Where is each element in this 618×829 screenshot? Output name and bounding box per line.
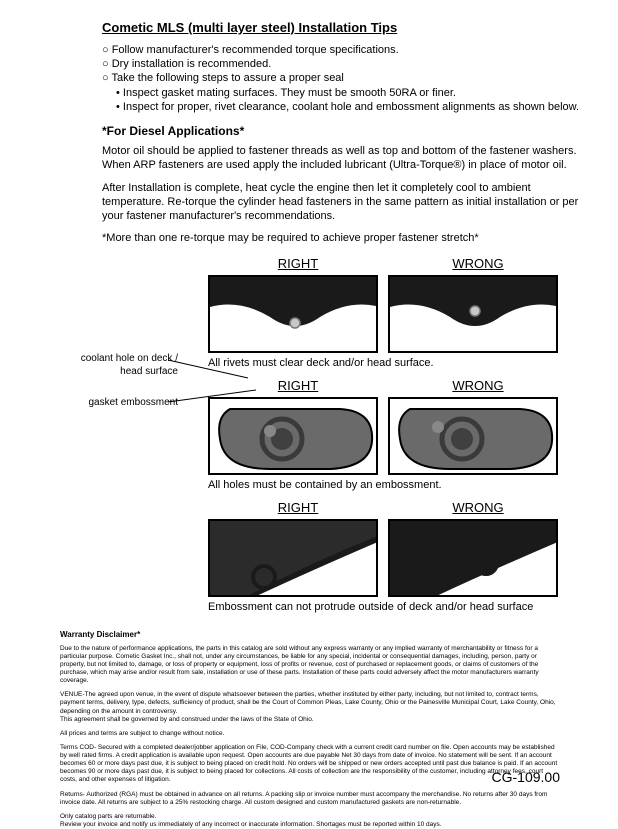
bullet-text: Follow manufacturer's recommended torque… bbox=[112, 44, 399, 56]
diagram-emboss-right bbox=[208, 519, 378, 597]
figure-row-1: RIGHT WRONG bbox=[208, 256, 568, 353]
fine-print-4: Terms COD- Secured with a completed deal… bbox=[60, 744, 558, 785]
page-title: Cometic MLS (multi layer steel) Installa… bbox=[102, 20, 588, 37]
caption-2: All holes must be contained by an emboss… bbox=[208, 478, 588, 492]
bullet-text: Inspect gasket mating surfaces. They mus… bbox=[123, 87, 456, 99]
bullet-item: ○ Follow manufacturer's recommended torq… bbox=[102, 43, 588, 57]
bullet-item: ○ Dry installation is recommended. bbox=[102, 57, 588, 71]
label-right: RIGHT bbox=[208, 256, 388, 273]
caption-3: Embossment can not protrude outside of d… bbox=[208, 600, 548, 614]
fine-print-5: Returns- Authorized (RGA) must be obtain… bbox=[60, 791, 558, 807]
bullet-subitem: • Inspect for proper, rivet clearance, c… bbox=[102, 100, 588, 114]
label-wrong: WRONG bbox=[388, 256, 568, 273]
fine-print-2: VENUE-The agreed upon venue, in the even… bbox=[60, 691, 558, 724]
callout-coolant: coolant hole on deck / head surface bbox=[68, 352, 178, 378]
label-wrong: WRONG bbox=[388, 378, 568, 395]
figure-right-3: RIGHT bbox=[208, 500, 388, 597]
figure-row-2: RIGHT WRONG bbox=[208, 378, 568, 475]
document-number: CG-109.00 bbox=[492, 768, 560, 786]
fine-print-1: Due to the nature of performance applica… bbox=[60, 645, 558, 686]
callout-emboss: gasket embossment bbox=[58, 396, 178, 409]
figure-wrong-3: WRONG bbox=[388, 500, 568, 597]
bullet-text: Take the following steps to assure a pro… bbox=[112, 72, 344, 84]
figure-right-2: RIGHT bbox=[208, 378, 388, 475]
label-right: RIGHT bbox=[208, 378, 388, 395]
label-wrong: WRONG bbox=[388, 500, 568, 517]
diesel-note: *More than one re-torque may be required… bbox=[102, 231, 588, 245]
diesel-paragraph-1: Motor oil should be applied to fastener … bbox=[102, 144, 588, 173]
figure-wrong-2: WRONG bbox=[388, 378, 568, 475]
diesel-heading: *For Diesel Applications* bbox=[102, 124, 588, 140]
diagram-emboss-wrong bbox=[388, 519, 558, 597]
caption-1: All rivets must clear deck and/or head s… bbox=[208, 356, 588, 370]
bullet-subitem: • Inspect gasket mating surfaces. They m… bbox=[102, 86, 588, 100]
figure-right-1: RIGHT bbox=[208, 256, 388, 353]
bullet-text: Dry installation is recommended. bbox=[112, 58, 272, 70]
diagram-hole-wrong bbox=[388, 397, 558, 475]
diagram-hole-right bbox=[208, 397, 378, 475]
diagram-rivet-wrong bbox=[388, 275, 558, 353]
disclaimer-heading: Warranty Disclaimer* bbox=[60, 630, 588, 640]
fine-print-3: All prices and terms are subject to chan… bbox=[60, 730, 558, 738]
bullet-text: Inspect for proper, rivet clearance, coo… bbox=[123, 101, 579, 113]
diagram-rivet-right bbox=[208, 275, 378, 353]
label-right: RIGHT bbox=[208, 500, 388, 517]
fine-print-6: Only catalog parts are returnable. Revie… bbox=[60, 813, 558, 829]
bullet-list: ○ Follow manufacturer's recommended torq… bbox=[102, 43, 588, 114]
figure-row-3: RIGHT WRONG bbox=[208, 500, 568, 597]
bullet-item: ○ Take the following steps to assure a p… bbox=[102, 71, 588, 85]
figure-wrong-1: WRONG bbox=[388, 256, 568, 353]
diesel-paragraph-2: After Installation is complete, heat cyc… bbox=[102, 181, 588, 224]
